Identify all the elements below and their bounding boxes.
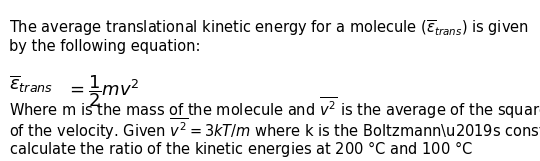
Text: $= \dfrac{1}{2}mv^2$: $= \dfrac{1}{2}mv^2$ xyxy=(66,74,140,109)
Text: by the following equation:: by the following equation: xyxy=(9,39,200,54)
Text: $\overline{\varepsilon}_{trans}$: $\overline{\varepsilon}_{trans}$ xyxy=(9,74,53,95)
Text: Where m is the mass of the molecule and $\overline{v^2}$ is the average of the s: Where m is the mass of the molecule and … xyxy=(9,95,540,121)
Text: The average translational kinetic energy for a molecule ($\overline{\varepsilon}: The average translational kinetic energy… xyxy=(9,19,529,38)
Text: calculate the ratio of the kinetic energies at 200 $\degree$C and 100 $\degree$C: calculate the ratio of the kinetic energ… xyxy=(9,139,473,159)
Text: of the velocity. Given $\overline{v^2} = 3kT/m$ where k is the Boltzmann\u2019s : of the velocity. Given $\overline{v^2} =… xyxy=(9,117,540,142)
